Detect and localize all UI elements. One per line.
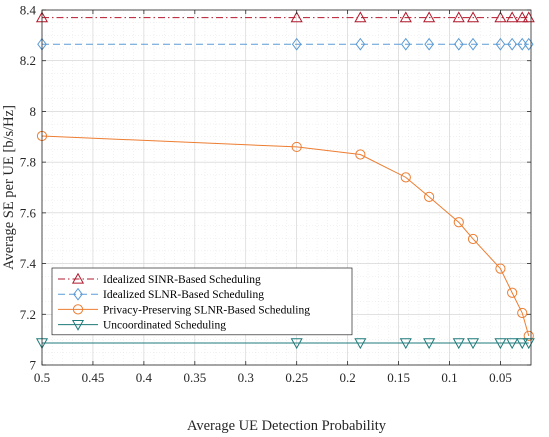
legend-box (51, 267, 353, 336)
data-point (523, 330, 534, 341)
data-point (424, 37, 434, 51)
legend-item: Uncoordinated Scheduling (58, 320, 226, 332)
legend-label: Uncoordinated Scheduling (103, 320, 226, 332)
series-line (41, 135, 530, 336)
x-tick-label: 0.1 (441, 370, 457, 385)
data-point (517, 307, 528, 319)
data-point (495, 263, 506, 274)
x-tick-label: 0.15 (387, 370, 410, 385)
data-point (291, 141, 302, 153)
data-point (507, 37, 517, 51)
data-point (453, 217, 464, 228)
data-point (495, 37, 506, 51)
y-tick-label: 8.4 (20, 3, 37, 18)
y-axis-label: Average SE per UE [b/s/Hz] (1, 105, 17, 270)
legend-label: Idealized SLNR-Based Scheduling (103, 289, 264, 301)
plot-frame (41, 9, 532, 366)
legend: Idealized SINR-Based Scheduling Idealized… (51, 267, 353, 336)
series-0 (35, 11, 535, 23)
data-point (354, 338, 367, 350)
y-tick-label: 7.2 (20, 307, 36, 322)
data-point (506, 11, 519, 23)
data-point (400, 37, 411, 51)
data-point (399, 338, 412, 350)
data-point (523, 37, 534, 51)
data-point (399, 11, 412, 23)
y-tick-label: 7.6 (20, 205, 37, 220)
legend-swatch-marker (71, 319, 85, 331)
series-1 (37, 37, 534, 51)
legend-swatch-marker (71, 272, 85, 284)
data-point (517, 37, 528, 51)
y-tick-label: 8 (30, 104, 37, 119)
data-point (290, 11, 303, 23)
legend-label: Privacy-Preserving SLNR-Based Scheduling (103, 304, 310, 316)
x-axis-ticks: 0.5 0.45 0.4 0.35 0.3 0.25 0.2 0.15 0.1 0.05 (34, 10, 512, 385)
x-tick-label: 0.05 (489, 370, 512, 385)
x-tick-label: 0.25 (285, 370, 308, 385)
data-point (494, 11, 507, 23)
data-point (506, 338, 519, 350)
legend-swatch-marker (72, 304, 84, 315)
data-point (354, 11, 367, 23)
x-tick-label: 0.3 (238, 370, 254, 385)
data-point (355, 37, 366, 51)
data-point (290, 338, 303, 350)
data-point (424, 191, 435, 202)
data-point (453, 37, 464, 51)
y-tick-label: 7.8 (20, 155, 36, 170)
data-point (291, 37, 302, 51)
data-point (516, 11, 529, 23)
data-point (423, 338, 436, 350)
data-point (516, 338, 529, 350)
data-point (494, 338, 507, 350)
x-tick-label: 0.5 (34, 370, 50, 385)
y-axis-ticks: 7 7.2 7.4 7.6 7.8 8 8.2 8.4 (20, 3, 531, 373)
x-tick-label: 0.45 (82, 370, 105, 385)
x-tick-label: 0.2 (340, 370, 356, 385)
series-3 (35, 338, 535, 350)
series-layer (35, 11, 535, 350)
y-tick-label: 7.4 (20, 256, 37, 271)
legend-label: Idealized SINR-Based Scheduling (103, 274, 261, 286)
legend-item: Privacy-Preserving SLNR-Based Scheduling (58, 304, 310, 316)
data-point (452, 11, 465, 23)
legend-item: Idealized SINR-Based Scheduling (58, 272, 261, 286)
data-point (507, 287, 518, 298)
x-axis-label: Average UE Detection Probability (187, 418, 387, 434)
data-point (423, 11, 436, 23)
data-point (452, 338, 465, 350)
data-point (400, 172, 411, 183)
data-point (355, 149, 366, 160)
series-2 (36, 130, 534, 341)
data-point (466, 338, 480, 350)
data-point (468, 37, 478, 51)
x-tick-label: 0.35 (183, 370, 206, 385)
y-tick-label: 8.2 (20, 53, 36, 68)
data-point (467, 233, 479, 245)
legend-item: Idealized SLNR-Based Scheduling (58, 287, 264, 301)
y-tick-label: 7 (30, 358, 37, 373)
data-point (466, 11, 480, 23)
x-tick-label: 0.4 (136, 370, 153, 385)
legend-swatch-marker (73, 287, 83, 301)
